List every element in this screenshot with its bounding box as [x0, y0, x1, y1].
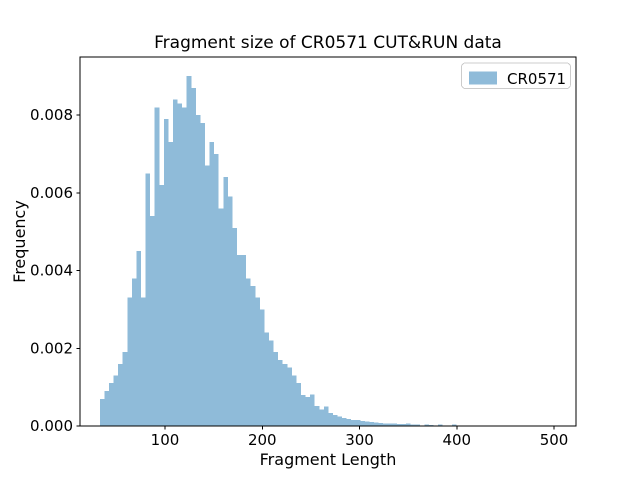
y-tick-label: 0.002	[30, 339, 73, 357]
histogram-bar	[346, 419, 352, 426]
histogram-bar	[401, 424, 407, 426]
histogram-bar	[186, 76, 192, 426]
histogram-bar	[273, 352, 279, 426]
histogram-bar	[250, 286, 256, 426]
histogram-bar	[378, 422, 384, 426]
histogram-bar	[113, 375, 119, 426]
histogram-bar	[383, 423, 388, 426]
histogram-bar	[451, 424, 457, 426]
histogram-bar	[415, 424, 420, 426]
histogram-bar	[310, 394, 315, 426]
histogram-bar	[428, 424, 434, 426]
histogram-bar	[159, 185, 164, 426]
histogram-bar	[291, 375, 297, 426]
y-axis-ticks: 0.000 0.002 0.004 0.006 0.008	[30, 106, 80, 435]
histogram-bar	[319, 409, 324, 426]
histogram-bar	[355, 420, 361, 426]
y-tick-label: 0.000	[30, 417, 73, 435]
x-tick-label: 100	[151, 431, 180, 449]
x-tick-label: 500	[540, 431, 569, 449]
histogram-bar	[172, 99, 178, 427]
histogram-bar	[227, 196, 233, 426]
histogram-bar	[351, 419, 356, 426]
histogram-bar	[364, 421, 370, 426]
histogram-bar	[259, 309, 265, 426]
histogram-bar	[131, 278, 137, 426]
chart-title: Fragment size of CR0571 CUT&RUN data	[154, 33, 502, 53]
histogram-bar	[282, 363, 288, 426]
histogram-bar	[438, 424, 443, 426]
histogram-bar	[104, 391, 109, 426]
histogram-bar	[177, 103, 183, 427]
histogram-bar	[396, 424, 402, 426]
histogram-bar	[241, 254, 247, 426]
histogram-bar	[118, 363, 123, 426]
histogram-bar	[145, 173, 151, 426]
histogram-bar	[406, 423, 411, 426]
histogram-bar	[424, 424, 429, 426]
histogram-bar	[223, 177, 228, 426]
x-axis-label: Fragment Length	[260, 450, 397, 469]
histogram-bar	[332, 415, 338, 426]
histogram-bar	[278, 359, 283, 426]
histogram-bar	[163, 118, 169, 427]
histogram-bar	[255, 297, 260, 426]
histogram-bars	[99, 76, 457, 427]
histogram-bar	[300, 394, 306, 426]
histogram-bar	[246, 278, 251, 426]
histogram-bar	[204, 165, 210, 426]
histogram-bar	[191, 87, 196, 426]
histogram-bar	[127, 297, 132, 426]
y-tick-label: 0.008	[30, 106, 73, 124]
y-tick-label: 0.004	[30, 262, 73, 280]
histogram-bar	[122, 352, 128, 426]
histogram-bar	[182, 107, 187, 426]
histogram-bar	[369, 422, 375, 426]
axes-frame	[79, 56, 577, 427]
histogram-bar	[305, 397, 311, 426]
x-tick-label: 300	[345, 431, 374, 449]
histogram-bar	[200, 122, 205, 426]
histogram-bar	[268, 340, 274, 426]
histogram-bar	[108, 383, 114, 426]
histogram-bar	[392, 423, 397, 426]
histogram-bar	[374, 422, 379, 426]
histogram-bar	[195, 115, 201, 426]
histogram-bar	[323, 406, 329, 426]
x-axis-ticks: 100 200 300 400 500	[151, 426, 569, 449]
histogram-bar	[328, 413, 333, 426]
histogram-bar	[410, 424, 416, 426]
histogram-bar	[314, 406, 320, 426]
histogram-bar	[218, 208, 224, 426]
histogram-bar	[136, 251, 141, 426]
x-tick-label: 400	[442, 431, 471, 449]
histogram-bar	[296, 383, 301, 426]
histogram-bar	[236, 254, 242, 426]
legend-swatch-icon	[469, 71, 497, 85]
histogram-bar	[209, 142, 215, 427]
histogram-bar	[342, 417, 347, 426]
histogram-bar	[154, 107, 160, 426]
histogram-bar	[264, 332, 269, 426]
histogram-bar	[140, 297, 146, 426]
x-tick-label: 200	[248, 431, 277, 449]
histogram-bar	[360, 420, 365, 426]
y-tick-label: 0.006	[30, 184, 73, 202]
y-axis-label: Frequency	[10, 200, 29, 283]
histogram-bar	[387, 423, 393, 426]
legend-label: CR0571	[507, 70, 566, 88]
histogram-bar	[232, 227, 237, 426]
histogram-bar	[168, 142, 173, 427]
histogram-bar	[287, 367, 292, 426]
histogram-bar	[214, 153, 219, 426]
histogram-bar	[337, 416, 343, 426]
histogram-bar	[99, 398, 105, 426]
legend: CR0571	[461, 62, 571, 89]
histogram-bar	[150, 216, 155, 426]
